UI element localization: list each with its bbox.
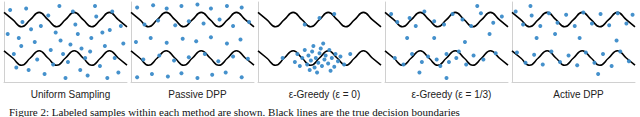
svg-text:ε-Greedy (ε = 1/3): ε-Greedy (ε = 1/3) [412,89,492,100]
svg-text:ε-Greedy (ε = 0): ε-Greedy (ε = 0) [289,89,360,100]
svg-text:Passive DPP: Passive DPP [168,89,227,100]
svg-text:Uniform Sampling: Uniform Sampling [31,89,110,100]
svg-text:Figure 2: Labeled samples with: Figure 2: Labeled samples within each me… [9,106,460,117]
svg-text:Active DPP: Active DPP [553,89,604,100]
